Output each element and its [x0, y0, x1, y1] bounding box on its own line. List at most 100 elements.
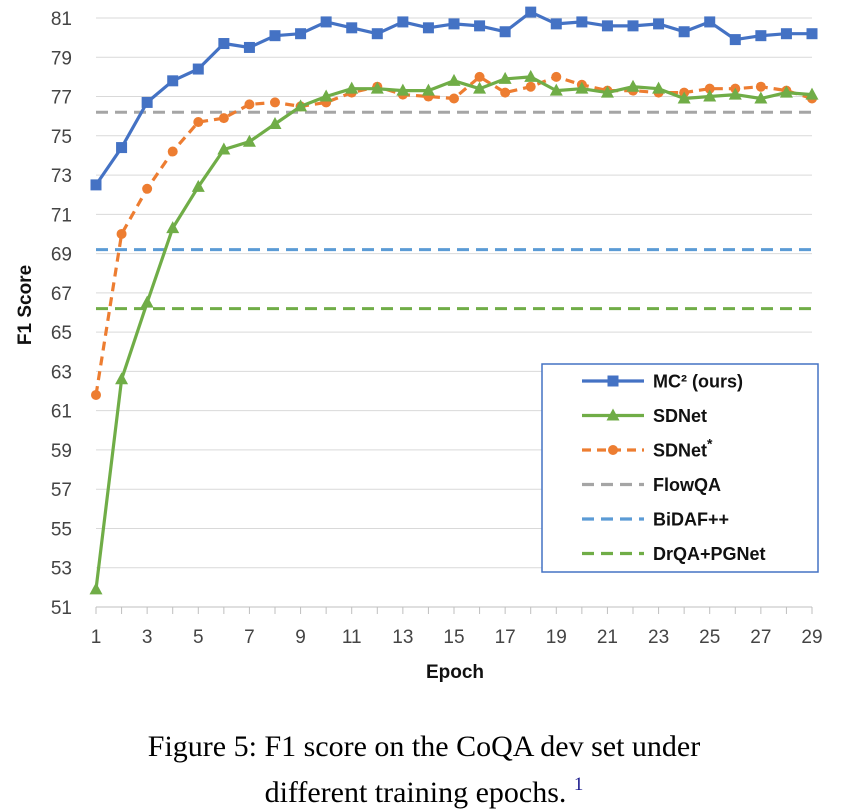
- series-2-point-19: [551, 71, 562, 82]
- legend-marker-1: [606, 408, 620, 421]
- series-0-point-28: [780, 28, 792, 40]
- y-tick-label-69: 69: [51, 245, 72, 266]
- series-2-point-15: [449, 93, 459, 104]
- series-0-point-11: [346, 22, 358, 34]
- series-1-point-21: [600, 85, 614, 98]
- series-0-point-20: [576, 16, 588, 28]
- legend-label-0: MC² (ours): [653, 372, 743, 392]
- series-1-point-22: [626, 79, 640, 92]
- x-tick-label-15: 15: [443, 627, 464, 648]
- series-1-point-2: [115, 372, 129, 385]
- legend-marker-2: [608, 445, 618, 455]
- x-tick-label-25: 25: [699, 627, 720, 648]
- series-0-point-16: [474, 20, 486, 32]
- series-1-point-4: [166, 221, 180, 234]
- x-tick-label-13: 13: [392, 627, 413, 648]
- legend-marker-0: [607, 375, 619, 387]
- series-0-point-17: [499, 26, 511, 38]
- series-1-point-15: [447, 73, 461, 86]
- y-tick-label-51: 51: [51, 598, 72, 619]
- series-2-point-6: [218, 113, 229, 124]
- series-0-point-3: [141, 96, 153, 108]
- y-tick-label-81: 81: [51, 9, 72, 30]
- series-1-point-19: [549, 83, 563, 96]
- series-0-point-8: [269, 30, 281, 42]
- x-tick-label-3: 3: [142, 627, 153, 648]
- series-2-point-7: [244, 99, 255, 110]
- series-0-point-19: [550, 18, 562, 30]
- x-tick-label-7: 7: [244, 627, 255, 648]
- reference-lines: [96, 110, 812, 311]
- series-0-point-24: [678, 26, 690, 38]
- legend-label-5: DrQA+PGNet: [653, 544, 766, 564]
- series-1-point-26: [728, 87, 742, 100]
- x-tick-label-21: 21: [597, 627, 618, 648]
- y-tick-labels: 51 53 55 57 59 61 63 65 67 69 71 73 75 77 79 81: [51, 9, 72, 619]
- series-2-point-3: [142, 183, 153, 194]
- series-1-point-11: [345, 81, 359, 94]
- series-2-point-25: [704, 83, 715, 94]
- series-0-point-1: [90, 179, 102, 191]
- x-tick-label-17: 17: [495, 627, 516, 648]
- y-tick-label-71: 71: [51, 205, 72, 226]
- series-1-point-18: [524, 69, 538, 82]
- series-1-point-28: [779, 85, 793, 98]
- y-tick-label-55: 55: [51, 519, 72, 540]
- series-2-point-18: [525, 81, 536, 92]
- axes: [95, 606, 813, 614]
- y-tick-label-77: 77: [51, 88, 72, 109]
- series-line-2: [94, 75, 813, 396]
- series-1-point-6: [217, 142, 231, 155]
- series-0-point-14: [422, 22, 434, 34]
- caption-line-2: different training epochs. 1: [0, 766, 848, 812]
- series-1-point-13: [396, 83, 410, 96]
- series-1-point-14: [421, 83, 435, 96]
- y-tick-label-61: 61: [51, 402, 72, 423]
- series-0-point-4: [167, 75, 179, 87]
- y-tick-label-63: 63: [51, 362, 72, 383]
- series-2-point-17: [500, 87, 511, 98]
- y-tick-label-67: 67: [51, 284, 72, 305]
- series-1-point-9: [294, 99, 308, 112]
- series-2-point-16: [474, 71, 485, 82]
- legend: MC² (ours) SDNet SDNet* FlowQA BiDAF++ DrQA+P…: [541, 363, 819, 573]
- x-tick-labels: 1 3 5 7 9 11 13 15 17 19 21 23 25 27 29: [91, 627, 823, 648]
- series-1-point-27: [754, 91, 768, 104]
- series-2-point-5: [193, 117, 204, 128]
- series-0-point-13: [397, 16, 409, 28]
- y-axis-title: F1 Score: [15, 265, 36, 345]
- series-1-point-29: [805, 87, 819, 100]
- x-tick-label-11: 11: [342, 627, 362, 648]
- x-tick-label-5: 5: [193, 627, 204, 648]
- series-1-point-20: [575, 81, 589, 94]
- y-tick-label-75: 75: [51, 127, 72, 148]
- series-2-point-4: [167, 146, 178, 157]
- x-tick-label-23: 23: [648, 627, 669, 648]
- caption-line-2-text: different training epochs.: [264, 776, 567, 809]
- series-1-point-25: [703, 89, 717, 102]
- series-2-point-2: [116, 228, 127, 239]
- series-1-point-3: [140, 295, 154, 308]
- series-1-point-7: [242, 134, 256, 147]
- legend-label-superscript-2: *: [707, 436, 713, 452]
- series-0-point-23: [653, 18, 665, 30]
- series-0-point-15: [448, 18, 460, 30]
- series-0-point-10: [320, 16, 332, 28]
- y-tick-label-59: 59: [51, 441, 72, 462]
- series-1-point-24: [677, 91, 691, 104]
- y-tick-label-65: 65: [51, 323, 72, 344]
- series-2-point-8: [270, 97, 280, 108]
- footnote-marker: 1: [573, 774, 584, 795]
- series-0-point-22: [627, 20, 639, 32]
- legend-box: [541, 363, 819, 573]
- series-0-point-9: [295, 28, 307, 40]
- series-1-point-23: [652, 81, 666, 94]
- series-layer: [89, 6, 819, 595]
- legend-label-2: SDNet*: [653, 436, 713, 461]
- series-0-point-18: [525, 6, 537, 18]
- x-tick-label-1: 1: [91, 627, 102, 648]
- series-0-point-6: [218, 38, 230, 50]
- series-0-point-26: [729, 34, 741, 46]
- series-0-point-2: [116, 142, 128, 154]
